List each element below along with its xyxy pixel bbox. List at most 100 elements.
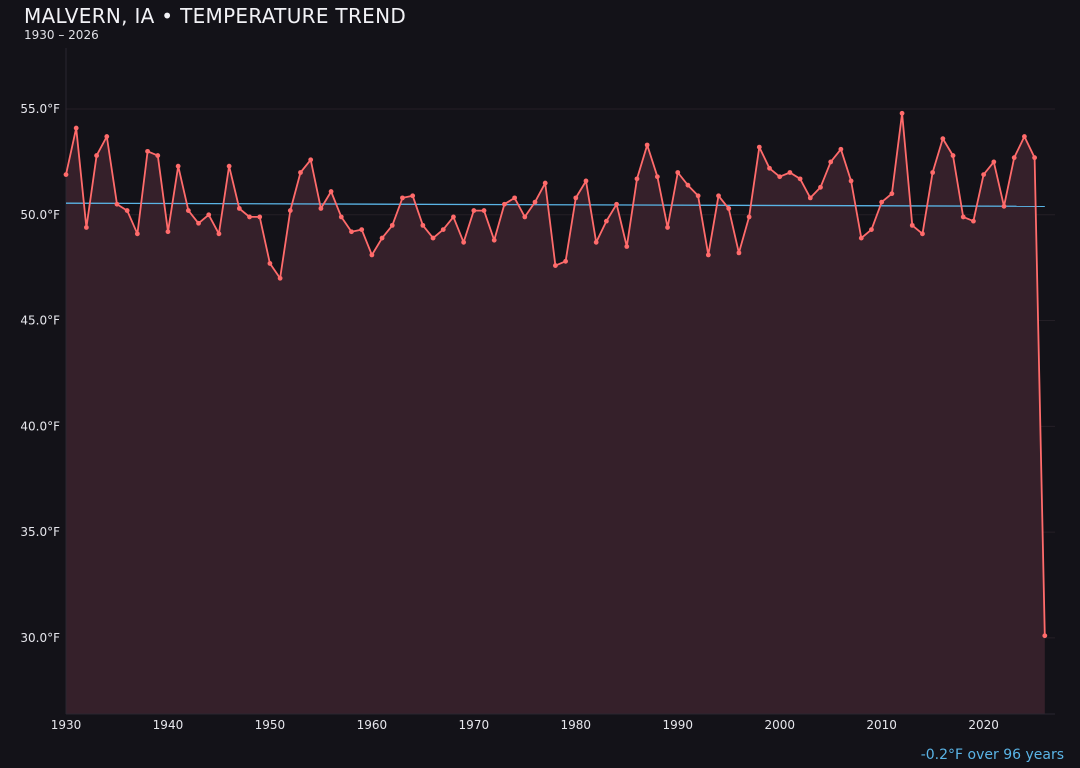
data-point (705, 252, 711, 258)
y-tick-label: 40.0°F (20, 419, 60, 433)
data-point (644, 142, 650, 148)
data-point (930, 170, 936, 175)
data-point (828, 159, 834, 165)
x-tick-label: 1960 (357, 718, 388, 732)
data-point (338, 214, 344, 220)
data-point (287, 208, 293, 213)
data-point (960, 214, 966, 220)
data-point (1032, 155, 1038, 161)
data-point (542, 180, 548, 186)
data-point (767, 165, 772, 171)
data-point (502, 201, 507, 207)
x-tick-label: 1950 (255, 718, 286, 732)
data-point (614, 201, 619, 207)
data-point (532, 199, 538, 205)
data-point (848, 178, 854, 184)
data-point (512, 195, 518, 201)
data-point (940, 136, 946, 142)
data-point (389, 222, 395, 228)
data-point (400, 195, 405, 201)
data-point (746, 214, 752, 220)
data-point (175, 163, 181, 169)
data-point (104, 134, 110, 139)
data-point (991, 159, 997, 165)
data-point (308, 157, 314, 163)
data-point (165, 229, 171, 235)
data-point (216, 231, 222, 237)
data-point (277, 275, 283, 281)
data-point (196, 220, 201, 226)
data-point (950, 153, 956, 158)
data-point (899, 110, 905, 116)
x-tick-label: 1970 (459, 718, 490, 732)
data-point (236, 206, 242, 211)
y-tick-label: 55.0°F (20, 102, 60, 116)
x-tick-label: 1990 (662, 718, 693, 732)
x-tick-label: 2000 (764, 718, 795, 732)
x-tick-label: 2010 (866, 718, 897, 732)
chart-subtitle: 1930 – 2026 (24, 28, 99, 42)
data-point (369, 252, 375, 258)
data-point (145, 148, 150, 154)
data-point (1001, 203, 1007, 209)
data-point (257, 214, 263, 220)
data-point (83, 225, 89, 230)
data-point (909, 222, 915, 228)
trend-line-group (65, 202, 1045, 207)
data-point (114, 201, 120, 207)
data-point (318, 206, 324, 211)
data-point (756, 144, 762, 150)
data-points (63, 110, 1048, 639)
data-point (695, 193, 701, 199)
data-point (716, 193, 721, 199)
data-point (481, 208, 487, 213)
data-point (1022, 134, 1027, 139)
data-point (430, 235, 436, 241)
data-point (777, 174, 783, 180)
data-point (624, 244, 630, 249)
data-point (124, 208, 130, 213)
data-point (563, 258, 568, 264)
data-point (94, 153, 99, 158)
data-point (1042, 633, 1048, 639)
y-tick-label: 50.0°F (20, 208, 60, 222)
data-point (451, 214, 456, 220)
data-point (491, 237, 497, 243)
data-point (247, 214, 252, 220)
data-point (797, 176, 803, 182)
data-point (920, 231, 925, 237)
data-point (461, 239, 467, 245)
data-point (889, 191, 895, 197)
x-tick-label: 2020 (968, 718, 999, 732)
data-point (736, 250, 742, 256)
data-point (328, 189, 334, 194)
data-point (134, 231, 140, 237)
data-point (553, 263, 558, 268)
y-tick-labels: 30.0°F 35.0°F 40.0°F 45.0°F 50.0°F 55.0°F (20, 102, 60, 645)
data-point (379, 235, 385, 241)
data-point (593, 239, 599, 245)
data-point (685, 182, 691, 188)
data-point (869, 227, 874, 233)
data-point (73, 125, 79, 131)
data-point (665, 225, 670, 230)
data-point (807, 195, 813, 201)
data-point (879, 199, 885, 205)
chart-title: MALVERN, IA • TEMPERATURE TREND (24, 4, 407, 28)
x-tick-label: 1930 (51, 718, 82, 732)
data-point (838, 146, 844, 152)
trend-annotation: -0.2°F over 96 years (920, 747, 1064, 763)
data-point (471, 208, 477, 213)
data-point (787, 170, 793, 175)
data-point (359, 227, 365, 233)
trend-line (65, 202, 1045, 207)
data-point (267, 261, 273, 266)
data-point (206, 212, 212, 218)
y-tick-label: 30.0°F (20, 631, 60, 645)
data-point (410, 193, 416, 199)
data-point (155, 153, 161, 158)
data-point (634, 176, 640, 182)
axes (65, 48, 1055, 715)
area-fill (66, 113, 1045, 715)
